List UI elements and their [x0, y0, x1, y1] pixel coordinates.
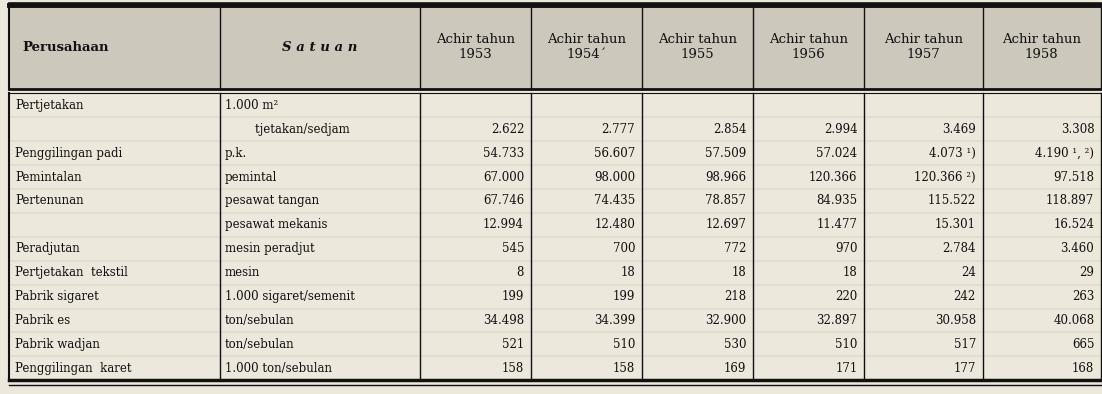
- Text: 521: 521: [501, 338, 525, 351]
- Text: Pabrik es: Pabrik es: [15, 314, 71, 327]
- Text: 12.480: 12.480: [594, 218, 635, 231]
- FancyBboxPatch shape: [9, 6, 1101, 89]
- Text: 3.460: 3.460: [1060, 242, 1094, 255]
- Text: ton/sebulan: ton/sebulan: [225, 314, 294, 327]
- Text: Pertenunan: Pertenunan: [15, 195, 84, 207]
- Text: 3.308: 3.308: [1060, 123, 1094, 136]
- Text: ton/sebulan: ton/sebulan: [225, 338, 294, 351]
- Text: 120.366 ²): 120.366 ²): [915, 171, 976, 184]
- Text: 15.301: 15.301: [934, 218, 976, 231]
- Text: 8: 8: [517, 266, 525, 279]
- Text: pemintal: pemintal: [225, 171, 277, 184]
- Text: 56.607: 56.607: [594, 147, 635, 160]
- Text: 1.000 m²: 1.000 m²: [225, 99, 278, 112]
- Text: 74.435: 74.435: [594, 195, 635, 207]
- Text: 18: 18: [732, 266, 746, 279]
- Text: 118.897: 118.897: [1046, 195, 1094, 207]
- Text: 2.784: 2.784: [942, 242, 976, 255]
- Text: mesin: mesin: [225, 266, 260, 279]
- Text: 2.854: 2.854: [713, 123, 746, 136]
- Text: 218: 218: [724, 290, 746, 303]
- Text: 84.935: 84.935: [817, 195, 857, 207]
- Text: 16.524: 16.524: [1054, 218, 1094, 231]
- Text: 665: 665: [1072, 338, 1094, 351]
- Text: Achir tahun
1958: Achir tahun 1958: [1002, 33, 1081, 61]
- Text: Perusahaan: Perusahaan: [22, 41, 108, 54]
- Text: Pabrik sigaret: Pabrik sigaret: [15, 290, 99, 303]
- Text: Pertjetakan  tekstil: Pertjetakan tekstil: [15, 266, 128, 279]
- Text: 4.190 ¹, ²): 4.190 ¹, ²): [1035, 147, 1094, 160]
- Text: mesin peradjut: mesin peradjut: [225, 242, 314, 255]
- Text: 32.897: 32.897: [817, 314, 857, 327]
- Text: 40.068: 40.068: [1054, 314, 1094, 327]
- Text: 199: 199: [501, 290, 525, 303]
- Text: pesawat tangan: pesawat tangan: [225, 195, 318, 207]
- Text: 34.498: 34.498: [483, 314, 525, 327]
- Text: 78.857: 78.857: [705, 195, 746, 207]
- Text: 29: 29: [1080, 266, 1094, 279]
- Text: 98.000: 98.000: [594, 171, 635, 184]
- Text: 242: 242: [953, 290, 976, 303]
- Text: 2.994: 2.994: [824, 123, 857, 136]
- Text: 57.509: 57.509: [705, 147, 746, 160]
- Text: 115.522: 115.522: [928, 195, 976, 207]
- Text: 18: 18: [620, 266, 635, 279]
- Text: Achir tahun
1955: Achir tahun 1955: [658, 33, 737, 61]
- Text: 12.994: 12.994: [483, 218, 525, 231]
- Text: 169: 169: [724, 362, 746, 375]
- Text: Achir tahun
1956: Achir tahun 1956: [769, 33, 849, 61]
- Text: 2.622: 2.622: [490, 123, 525, 136]
- Text: 97.518: 97.518: [1054, 171, 1094, 184]
- Text: 700: 700: [613, 242, 635, 255]
- Text: Pemintalan: Pemintalan: [15, 171, 82, 184]
- Text: p.k.: p.k.: [225, 147, 247, 160]
- Text: 510: 510: [835, 338, 857, 351]
- Text: 545: 545: [501, 242, 525, 255]
- Text: 970: 970: [835, 242, 857, 255]
- Text: 158: 158: [613, 362, 635, 375]
- Text: 158: 158: [501, 362, 525, 375]
- Text: 54.733: 54.733: [483, 147, 525, 160]
- Text: Achir tahun
1953: Achir tahun 1953: [435, 33, 515, 61]
- Text: 34.399: 34.399: [594, 314, 635, 327]
- Text: 772: 772: [724, 242, 746, 255]
- Text: 1.000 sigaret/semenit: 1.000 sigaret/semenit: [225, 290, 355, 303]
- Text: Peradjutan: Peradjutan: [15, 242, 80, 255]
- Text: 4.073 ¹): 4.073 ¹): [929, 147, 976, 160]
- Text: 11.477: 11.477: [817, 218, 857, 231]
- Text: 199: 199: [613, 290, 635, 303]
- Text: 67.000: 67.000: [483, 171, 525, 184]
- Text: Pabrik wadjan: Pabrik wadjan: [15, 338, 100, 351]
- Text: 3.469: 3.469: [942, 123, 976, 136]
- Text: Pertjetakan: Pertjetakan: [15, 99, 84, 112]
- Text: Achir tahun
1957: Achir tahun 1957: [884, 33, 963, 61]
- Text: 263: 263: [1072, 290, 1094, 303]
- Text: 98.966: 98.966: [705, 171, 746, 184]
- Text: Penggilingan  karet: Penggilingan karet: [15, 362, 132, 375]
- Text: 177: 177: [953, 362, 976, 375]
- Text: 168: 168: [1072, 362, 1094, 375]
- Text: 510: 510: [613, 338, 635, 351]
- Text: 30.958: 30.958: [934, 314, 976, 327]
- Text: tjetakan/sedjam: tjetakan/sedjam: [225, 123, 349, 136]
- Text: S a t u a n: S a t u a n: [282, 41, 357, 54]
- Text: 18: 18: [843, 266, 857, 279]
- Text: 67.746: 67.746: [483, 195, 525, 207]
- Text: 220: 220: [835, 290, 857, 303]
- Text: 530: 530: [724, 338, 746, 351]
- Text: 57.024: 57.024: [817, 147, 857, 160]
- Text: 171: 171: [835, 362, 857, 375]
- Text: 12.697: 12.697: [705, 218, 746, 231]
- Text: 2.777: 2.777: [602, 123, 635, 136]
- Text: 32.900: 32.900: [705, 314, 746, 327]
- Text: Achir tahun
1954´: Achir tahun 1954´: [547, 33, 626, 61]
- Text: 1.000 ton/sebulan: 1.000 ton/sebulan: [225, 362, 332, 375]
- Text: Penggilingan padi: Penggilingan padi: [15, 147, 122, 160]
- Text: 24: 24: [961, 266, 976, 279]
- Text: 120.366: 120.366: [809, 171, 857, 184]
- Text: pesawat mekanis: pesawat mekanis: [225, 218, 327, 231]
- Text: 517: 517: [953, 338, 976, 351]
